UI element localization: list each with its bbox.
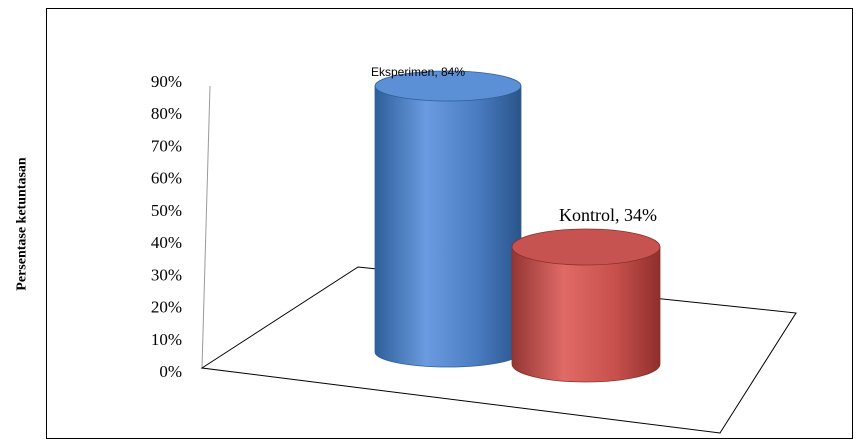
y-tick-label: 30% xyxy=(151,265,182,284)
bar-kontrol xyxy=(511,228,661,383)
y-tick-label: 80% xyxy=(151,104,182,123)
bar-eksperimen xyxy=(374,70,522,368)
axes xyxy=(200,85,797,434)
bar-body xyxy=(511,246,661,383)
data-labels: Eksperimen, 84% Kontrol, 34% xyxy=(371,65,657,225)
bar-top xyxy=(511,228,661,266)
y-tick-label: 10% xyxy=(151,330,182,349)
y-tick-label: 90% xyxy=(151,72,182,91)
y-tick-label: 70% xyxy=(151,136,182,155)
y-tick-label: 40% xyxy=(151,233,182,252)
y-tick-label: 60% xyxy=(151,169,182,188)
y-tick-label: 50% xyxy=(151,201,182,220)
bar-body xyxy=(374,85,522,368)
data-label-eksperimen: Eksperimen, 84% xyxy=(371,65,465,79)
y-axis-line xyxy=(201,85,211,369)
bars xyxy=(374,70,661,383)
data-label-kontrol: Kontrol, 34% xyxy=(559,205,657,225)
bar-top xyxy=(374,70,522,102)
y-axis-ticks: 0% 10% 20% 30% 40% 50% 60% 70% 80% 90% xyxy=(151,72,182,381)
y-tick-label: 20% xyxy=(151,298,182,317)
floor-plane xyxy=(200,266,797,434)
y-tick-label: 0% xyxy=(159,362,182,381)
